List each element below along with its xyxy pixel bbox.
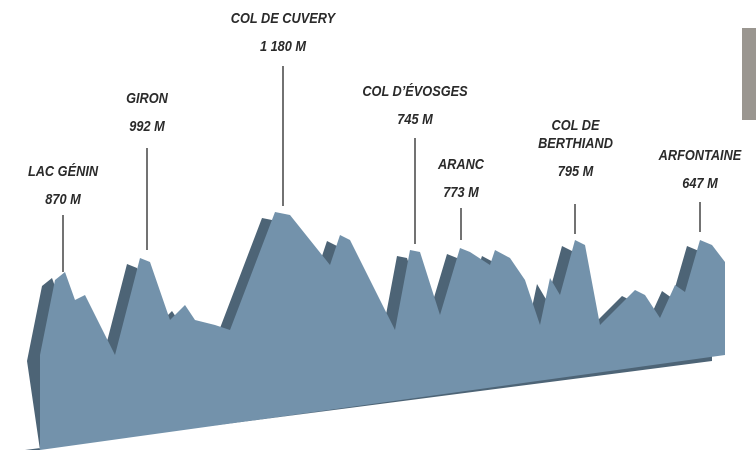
peak-label: COL DE CUVERY 1 180 M bbox=[215, 10, 351, 56]
peak-label: LAC GÉNIN 870 M bbox=[12, 163, 114, 209]
peak-altitude: 1 180 M bbox=[259, 38, 307, 55]
peak-altitude: 773 M bbox=[443, 184, 479, 201]
peak-name: ARFONTAINE bbox=[658, 147, 742, 164]
peak-label: COL DE BERTHIAND 795 M bbox=[535, 117, 616, 181]
photo-fragment bbox=[742, 28, 756, 120]
peak-label: ARFONTAINE 647 M bbox=[649, 147, 751, 193]
peak-name: COL DE BERTHIAND bbox=[537, 117, 613, 152]
peak-name: GIRON bbox=[126, 90, 168, 107]
peak-label: COL D’ÉVOSGES 745 M bbox=[351, 83, 479, 129]
peak-label: ARANC 773 M bbox=[419, 156, 504, 202]
peak-name: COL DE CUVERY bbox=[230, 10, 336, 27]
profile-face bbox=[40, 212, 725, 450]
peak-label: GIRON 992 M bbox=[96, 90, 198, 136]
peak-altitude: 745 M bbox=[397, 111, 433, 128]
peak-name: COL D’ÉVOSGES bbox=[362, 83, 468, 100]
peak-altitude: 647 M bbox=[682, 175, 718, 192]
peak-name: LAC GÉNIN bbox=[27, 163, 99, 180]
peak-name: ARANC bbox=[437, 156, 485, 173]
peak-altitude: 870 M bbox=[45, 191, 81, 208]
peak-altitude: 992 M bbox=[129, 118, 165, 135]
peak-altitude: 795 M bbox=[557, 163, 593, 180]
